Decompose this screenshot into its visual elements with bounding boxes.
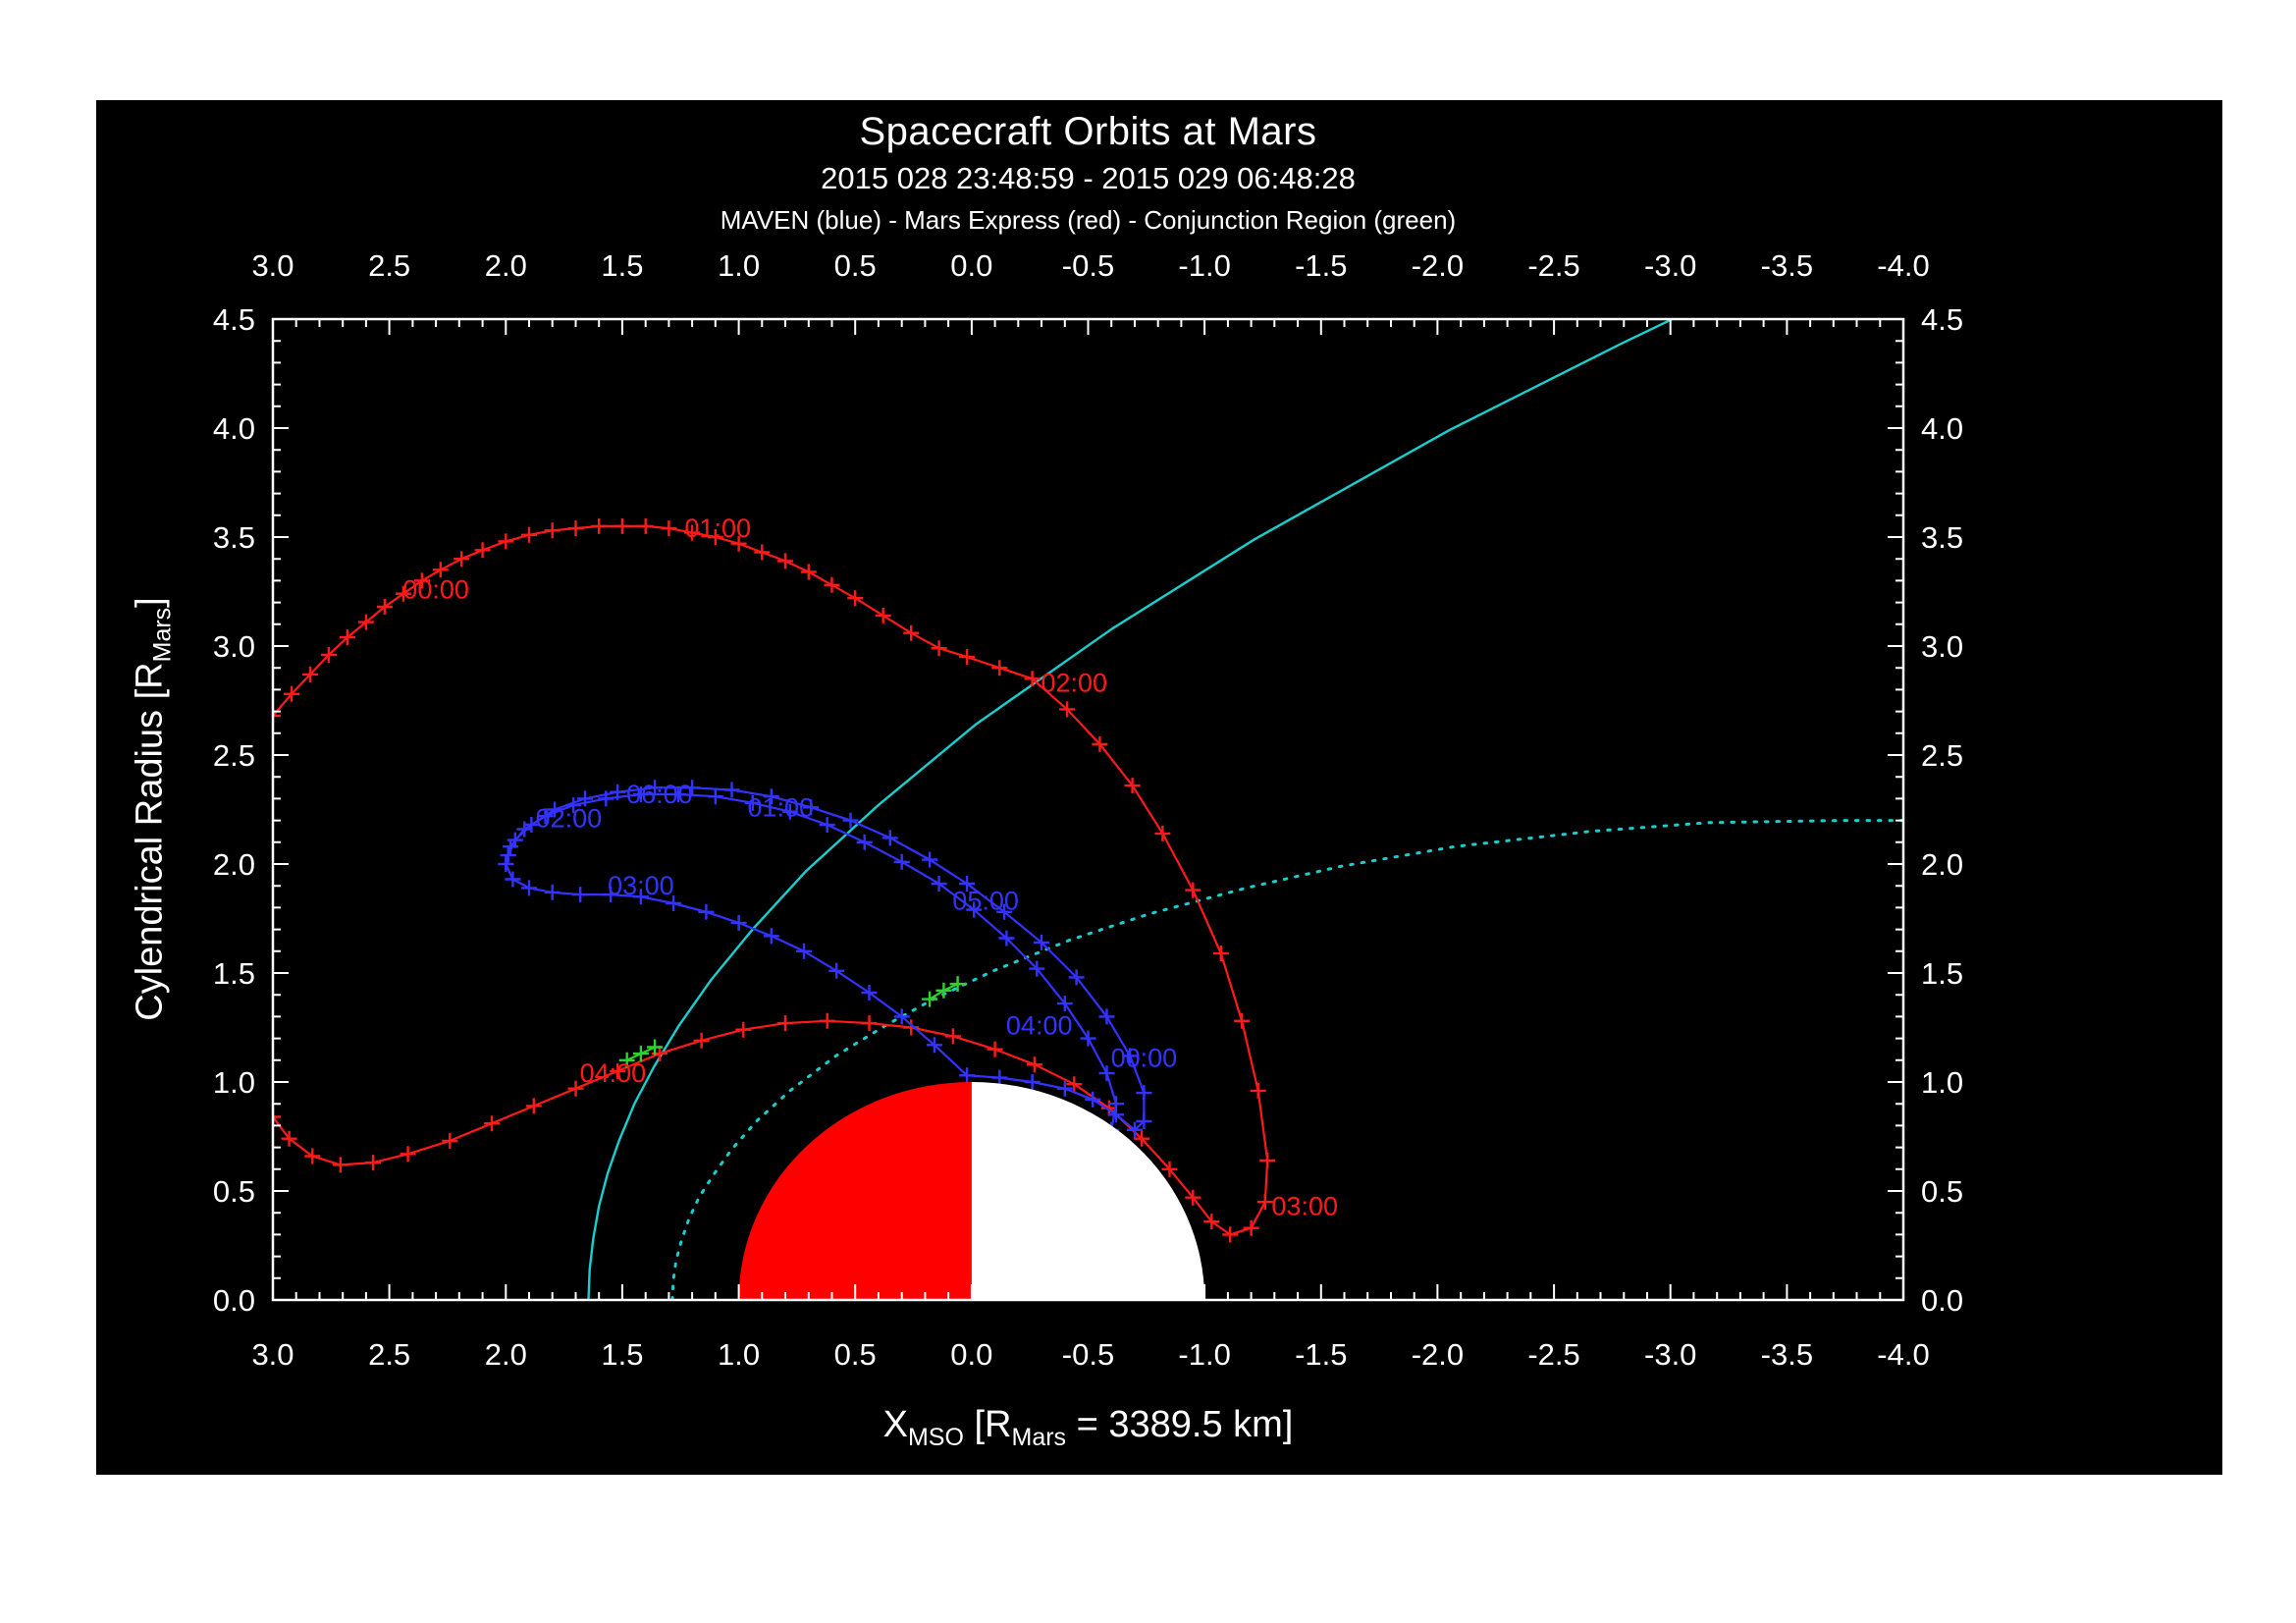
series-mars-express-markers (273, 517, 1276, 1243)
x-tick-label-bottom: -3.0 (1644, 1337, 1696, 1372)
x-tick-label-top: -2.5 (1527, 248, 1579, 283)
y-tick-label-left: 0.5 (213, 1174, 255, 1209)
y-tick-label-right: 0.5 (1921, 1174, 1963, 1209)
x-tick-label-bottom: -0.5 (1062, 1337, 1114, 1372)
y-tick-label-right: 4.0 (1921, 411, 1963, 446)
chart-time-range: 2015 028 23:48:59 - 2015 029 06:48:28 (821, 161, 1356, 195)
x-tick-label-bottom: 3.0 (251, 1337, 294, 1372)
y-tick-label-right: 3.5 (1921, 520, 1963, 555)
y-axis-title: Cylendrical Radius [RMars] (130, 597, 178, 1021)
axis-ticks (272, 318, 1904, 1301)
y-tick-label-left: 4.5 (213, 302, 255, 337)
time-label: 01:00 (748, 792, 815, 822)
y-tick-label-left: 1.0 (213, 1065, 255, 1100)
chart-header: Spacecraft Orbits at Mars 2015 028 23:48… (273, 110, 1903, 236)
mars-nightside (971, 1082, 1205, 1300)
y-tick-label-right: 1.0 (1921, 1065, 1963, 1100)
time-label: 03:00 (1271, 1192, 1338, 1221)
x-tick-label-top: 3.0 (251, 248, 294, 283)
x-tick-label-top: 1.5 (601, 248, 643, 283)
chart-legend: MAVEN (blue) - Mars Express (red) - Conj… (720, 205, 1457, 235)
y-tick-label-left: 4.0 (213, 411, 255, 446)
x-tick-label-bottom: -2.5 (1527, 1337, 1579, 1372)
orbit-plot: 00:00 01:00 02:00 03:00 04:00 00:00 01:00 02:00… (213, 248, 1963, 1372)
x-tick-label-bottom: -3.5 (1761, 1337, 1813, 1372)
y-tick-label-left: 2.0 (213, 847, 255, 882)
time-label: 00:00 (402, 574, 469, 604)
series-mars-express (273, 524, 1269, 1236)
y-tick-label-right: 3.0 (1921, 629, 1963, 664)
y-tick-label-right: 2.5 (1921, 738, 1963, 773)
x-tick-label-top: -1.5 (1295, 248, 1347, 283)
y-axis-title-sub: Mars (148, 607, 177, 663)
x-tick-label-bottom: 0.0 (950, 1337, 992, 1372)
x-tick-label-top: 0.0 (950, 248, 992, 283)
time-label: 03:00 (608, 871, 674, 900)
x-tick-label-top: -2.0 (1412, 248, 1464, 283)
y-axis-title-post: ] (129, 597, 171, 608)
x-tick-label-bottom: -2.0 (1412, 1337, 1464, 1372)
x-tick-label-top: -1.0 (1178, 248, 1230, 283)
x-tick-label-top: 2.5 (368, 248, 410, 283)
x-tick-label-bottom: 1.5 (601, 1337, 643, 1372)
x-tick-label-bottom: 2.0 (485, 1337, 527, 1372)
x-tick-label-bottom: 1.0 (718, 1337, 760, 1372)
time-label: 04:00 (580, 1058, 647, 1088)
x-tick-label-top: 0.5 (834, 248, 877, 283)
y-tick-label-right: 4.5 (1921, 302, 1963, 337)
time-label: 04:00 (1006, 1010, 1073, 1040)
y-tick-label-left: 1.5 (213, 956, 255, 991)
chart-title: Spacecraft Orbits at Mars (859, 110, 1317, 153)
y-tick-label-left: 0.0 (213, 1283, 255, 1318)
x-axis-title-sub2: Mars (1011, 1424, 1067, 1451)
plot-area (273, 319, 1903, 1300)
y-tick-label-right: 1.5 (1921, 956, 1963, 991)
x-tick-label-top: -4.0 (1877, 248, 1929, 283)
series-bow-shock (587, 319, 1676, 1300)
x-tick-label-bottom: -4.0 (1877, 1337, 1929, 1372)
x-tick-label-bottom: -1.5 (1295, 1337, 1347, 1372)
x-axis-title-post: = 3389.5 km] (1066, 1404, 1294, 1445)
x-axis-title: XMSO [RMars = 3389.5 km] (273, 1404, 1903, 1452)
x-tick-label-bottom: 2.5 (368, 1337, 410, 1372)
time-label: 02:00 (1041, 669, 1108, 698)
y-tick-label-left: 3.0 (213, 629, 255, 664)
x-tick-label-top: -3.0 (1644, 248, 1696, 283)
series-conjunction-region-lower-markers (618, 1039, 664, 1068)
time-label: 06:00 (626, 780, 693, 809)
time-label: 01:00 (684, 514, 751, 543)
x-tick-label-top: 1.0 (718, 248, 760, 283)
x-axis-title-mid: [R (963, 1404, 1012, 1445)
series-conjunction-region-upper-markers (922, 976, 966, 1007)
mars-dayside (738, 1082, 972, 1300)
x-tick-label-bottom: -1.0 (1178, 1337, 1230, 1372)
plot-panel: 00:00 01:00 02:00 03:00 04:00 00:00 01:00 02:00… (96, 100, 2222, 1475)
x-tick-label-top: -0.5 (1062, 248, 1114, 283)
time-label: 00:00 (1111, 1044, 1178, 1073)
time-label: 05:00 (952, 887, 1019, 916)
x-tick-label-top: -3.5 (1761, 248, 1813, 283)
y-tick-label-left: 3.5 (213, 520, 255, 555)
time-label: 02:00 (536, 803, 603, 833)
y-tick-label-left: 2.5 (213, 738, 255, 773)
y-axis-title-pre: Cylendrical Radius [R (129, 662, 171, 1021)
x-tick-label-bottom: 0.5 (834, 1337, 877, 1372)
y-tick-label-right: 2.0 (1921, 847, 1963, 882)
y-tick-label-right: 0.0 (1921, 1283, 1963, 1318)
x-axis-title-sub: MSO (907, 1424, 964, 1451)
x-axis-title-pre: X (882, 1404, 908, 1445)
x-tick-label-top: 2.0 (485, 248, 527, 283)
